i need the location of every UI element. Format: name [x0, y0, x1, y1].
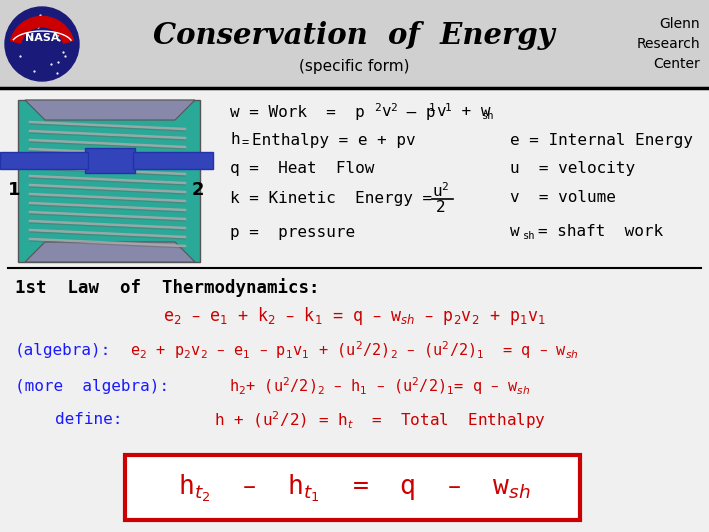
Text: 1: 1 — [445, 103, 452, 113]
Text: h$_{t_2}$  –  h$_{t_1}$  =  q  –  w$_{sh}$: h$_{t_2}$ – h$_{t_1}$ = q – w$_{sh}$ — [178, 472, 530, 504]
Text: v  = volume: v = volume — [510, 190, 616, 205]
Bar — [0, 152, 88, 169]
Text: + w: + w — [452, 104, 491, 120]
Text: e$_2$ – e$_1$ + k$_2$ – k$_1$ = q – w$_{sh}$ – p$_2$v$_2$ + p$_1$v$_1$: e$_2$ – e$_1$ + k$_2$ – k$_1$ = q – w$_{… — [162, 305, 545, 327]
Text: 2: 2 — [390, 103, 397, 113]
Text: u: u — [432, 185, 442, 200]
Bar — [0, 88, 709, 532]
Text: sh: sh — [523, 231, 535, 241]
Text: (more  algebra):: (more algebra): — [15, 378, 169, 394]
Text: define:: define: — [55, 412, 123, 428]
Text: h: h — [230, 132, 240, 147]
Bar — [133, 152, 213, 169]
Text: w = Work  =  p: w = Work = p — [230, 104, 364, 120]
Text: w: w — [510, 225, 520, 239]
Polygon shape — [25, 242, 195, 262]
Text: 1: 1 — [429, 103, 436, 113]
Text: h + (u$^2$/2) = h$_t$  =  Total  Enthalpy: h + (u$^2$/2) = h$_t$ = Total Enthalpy — [214, 409, 546, 431]
Text: sh: sh — [482, 111, 494, 121]
Text: q =  Heat  Flow: q = Heat Flow — [230, 161, 374, 176]
Text: NASA: NASA — [25, 33, 60, 43]
Text: (specific form): (specific form) — [298, 59, 409, 73]
Text: 2: 2 — [441, 182, 448, 192]
Text: 1st  Law  of  Thermodynamics:: 1st Law of Thermodynamics: — [15, 279, 320, 297]
Text: 2: 2 — [191, 181, 204, 199]
Text: v: v — [381, 104, 391, 120]
Text: e = Internal Energy: e = Internal Energy — [510, 132, 693, 147]
Text: (algebra):: (algebra): — [15, 343, 111, 358]
Text: u  = velocity: u = velocity — [510, 161, 635, 176]
Polygon shape — [25, 100, 195, 120]
Text: k = Kinetic  Energy =: k = Kinetic Energy = — [230, 190, 442, 205]
Text: – p: – p — [397, 104, 435, 120]
Bar — [0, 0, 709, 88]
Text: Enthalpy = e + pv: Enthalpy = e + pv — [252, 132, 415, 147]
Text: p =  pressure: p = pressure — [230, 225, 355, 239]
Text: Glenn
Research
Center: Glenn Research Center — [637, 18, 700, 71]
Text: 1: 1 — [8, 181, 21, 199]
FancyBboxPatch shape — [125, 455, 580, 520]
Text: 2: 2 — [436, 201, 446, 215]
Bar — [85, 148, 135, 173]
Circle shape — [5, 7, 79, 81]
Text: Conservation  of  Energy: Conservation of Energy — [153, 21, 555, 51]
Wedge shape — [11, 16, 74, 43]
Text: v: v — [436, 104, 446, 120]
Text: e$_2$ + p$_2$v$_2$ – e$_1$ – p$_1$v$_1$ + (u$^2$/2)$_2$ – (u$^2$/2)$_1$  = q – w: e$_2$ + p$_2$v$_2$ – e$_1$ – p$_1$v$_1$ … — [130, 339, 579, 361]
Text: h$_2$+ (u$^2$/2)$_2$ – h$_1$ – (u$^2$/2)$_1$= q – w$_{sh}$: h$_2$+ (u$^2$/2)$_2$ – h$_1$ – (u$^2$/2)… — [229, 375, 530, 397]
Text: = shaft  work: = shaft work — [538, 225, 663, 239]
Text: 2: 2 — [374, 103, 381, 113]
Text: =: = — [241, 137, 248, 149]
Polygon shape — [18, 100, 200, 262]
